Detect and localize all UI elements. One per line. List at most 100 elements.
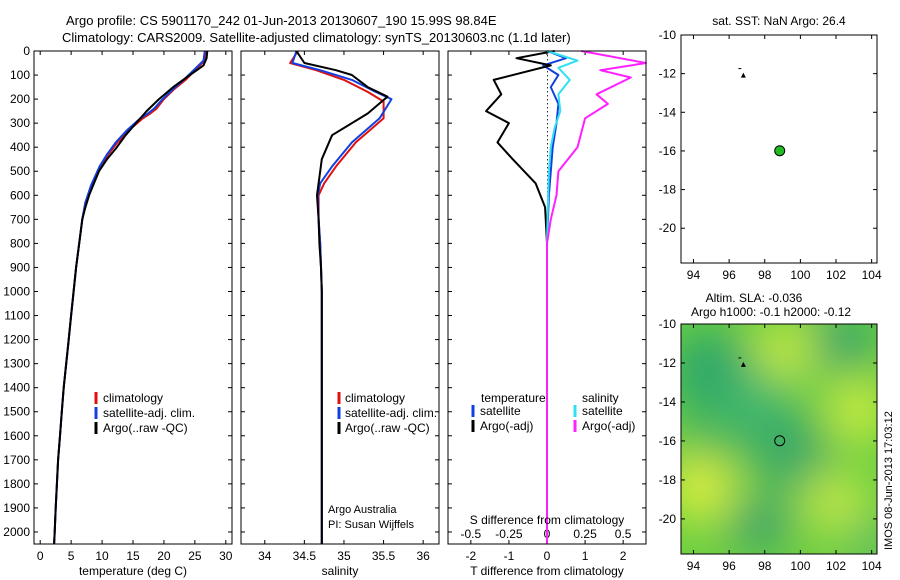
y-tick-label: 1300 (3, 357, 30, 371)
legend-satellite-label: satellite-adj. clim. (103, 406, 195, 420)
sla-blob (803, 472, 867, 532)
difference-legend: temperature salinity satellite Argo(-adj… (471, 391, 635, 433)
map-y-tick-label: -10 (659, 28, 677, 42)
sst-map-panel: sat. SST: NaN Argo: 26.4 94 96 98 100 102 104… (659, 14, 882, 282)
s-tick-label: -0.5 (461, 527, 482, 541)
x-tick-label: 36 (416, 549, 430, 563)
sla-map-title-line1: Altim. SLA: -0.036 (706, 291, 803, 305)
y-tick-label: 1600 (3, 429, 30, 443)
x-tick-label: 15 (126, 549, 140, 563)
sla-blob (850, 520, 877, 554)
map-y-tick-label: -14 (659, 105, 677, 119)
x-tick-label: 1 (582, 549, 589, 563)
temperature-panel: 0100200300400500600700800900100011001200… (3, 44, 233, 578)
map-x-tick-label: 100 (790, 268, 810, 282)
y-tick-label: 500 (10, 164, 30, 178)
y-tick-label: 800 (10, 236, 30, 250)
y-tick-label: 1100 (4, 309, 30, 323)
y-tick-label: 900 (10, 260, 30, 274)
y-tick-label: 1200 (3, 333, 30, 347)
difference-xlabel-top: S difference from climatology (470, 513, 625, 527)
salinity-series (289, 50, 393, 544)
map-x-tick-label: 94 (687, 268, 701, 282)
difference-plot-frame (447, 50, 647, 545)
sst-map-points (738, 68, 786, 157)
salinity-xlabel: salinity (322, 564, 359, 578)
legend-climatology-label: climatology (103, 391, 163, 405)
map-y-tick-label: -12 (659, 356, 677, 370)
sla-blob (681, 456, 734, 520)
salinity-legend: climatology satellite-adj. clim. Argo(..… (337, 391, 437, 435)
s-tick-label: -0.25 (495, 527, 523, 541)
sla-blob (750, 414, 830, 490)
series-line-climatology (289, 50, 385, 544)
legend-t-argo-label: Argo(-adj) (480, 419, 533, 433)
difference-panel: -2 -1 0 1 2-0.5 -0.25 0 0.25 0.5 S difference fr… (447, 50, 647, 578)
map-y-tick-label: -20 (659, 221, 677, 235)
sst-map-frame (680, 34, 878, 264)
x-tick-label: 20 (157, 549, 171, 563)
series-line-argo (53, 50, 209, 545)
legend-satellite-label: satellite-adj. clim. (345, 406, 437, 420)
sst-map-ticks: 94 96 98 100 102 104 -10 -12 -14 -16 -18 -20 (659, 28, 882, 282)
map-x-tick-label: 104 (862, 559, 882, 573)
temperature-axis-ticks: 0100200300400500600700800900100011001200… (3, 44, 233, 563)
float-position-marker (774, 435, 786, 447)
difference-series (485, 50, 647, 544)
sla-blob (830, 380, 877, 440)
x-tick-label: 0 (37, 549, 44, 563)
x-tick-label: 5 (68, 549, 75, 563)
map-x-tick-label: 96 (722, 559, 736, 573)
y-tick-label: 200 (10, 92, 30, 106)
y-tick-label: 700 (10, 212, 30, 226)
map-y-tick-label: -16 (659, 144, 677, 158)
temperature-series (53, 50, 209, 545)
salinity-annotation-line2: PI: Susan Wijffels (328, 519, 414, 531)
y-tick-label: 1500 (3, 405, 30, 419)
legend-s-satellite-label: satellite (582, 404, 623, 418)
y-tick-label: 1000 (3, 284, 30, 298)
x-tick-label: 35 (337, 549, 351, 563)
sla-map-frame (680, 323, 878, 555)
track-marker (740, 361, 746, 367)
temperature-xlabel: temperature (deg C) (79, 564, 187, 578)
map-y-tick-label: -12 (659, 67, 677, 81)
figure-title-line2: Climatology: CARS2009. Satellite-adjuste… (62, 30, 571, 45)
series-line-argo (295, 50, 389, 544)
salinity-axis-ticks: 34 34.5 35 35.5 36 (241, 50, 439, 563)
map-y-tick-label: -16 (659, 434, 677, 448)
sla-map-points (738, 357, 786, 447)
legend-t-satellite-label: satellite (480, 404, 521, 418)
legend-argo-label: Argo(..raw -QC) (103, 421, 188, 435)
y-tick-label: 0 (23, 44, 30, 58)
temperature-legend: climatology satellite-adj. clim. Argo(..… (94, 391, 195, 435)
y-tick-label: 100 (10, 68, 30, 82)
sst-map-title: sat. SST: NaN Argo: 26.4 (712, 14, 846, 28)
y-tick-label: 400 (10, 140, 30, 154)
map-x-tick-label: 98 (758, 559, 772, 573)
y-tick-label: 1800 (3, 477, 30, 491)
y-tick-label: 1900 (3, 501, 30, 515)
series-line-s-satellite (546, 50, 579, 544)
legend-salinity-title: salinity (582, 391, 619, 405)
map-y-tick-label: -18 (659, 183, 677, 197)
sla-blob (753, 324, 817, 378)
legend-s-argo-label: Argo(-adj) (582, 419, 635, 433)
map-x-tick-label: 104 (862, 268, 882, 282)
x-tick-label: 10 (95, 549, 109, 563)
map-x-tick-label: 102 (826, 268, 846, 282)
figure-title-line1: Argo profile: CS 5901170_242 01-Jun-2013… (66, 13, 497, 28)
sla-map-ticks: 94 96 98 100 102 104 -10 -12 -14 -16 -18 -20 (659, 317, 882, 573)
x-tick-label: 30 (219, 549, 233, 563)
y-tick-label: 2000 (3, 525, 30, 539)
temperature-plot-frame (33, 50, 233, 545)
salinity-panel: 34 34.5 35 35.5 36 salinity climatology sate… (240, 50, 440, 578)
float-position-marker (774, 145, 786, 157)
y-tick-label: 300 (10, 116, 30, 130)
sla-blob (805, 324, 875, 370)
x-tick-label: 25 (188, 549, 202, 563)
map-y-tick-label: -18 (659, 473, 677, 487)
x-tick-label: 34 (258, 549, 272, 563)
map-y-tick-label: -20 (659, 512, 677, 526)
